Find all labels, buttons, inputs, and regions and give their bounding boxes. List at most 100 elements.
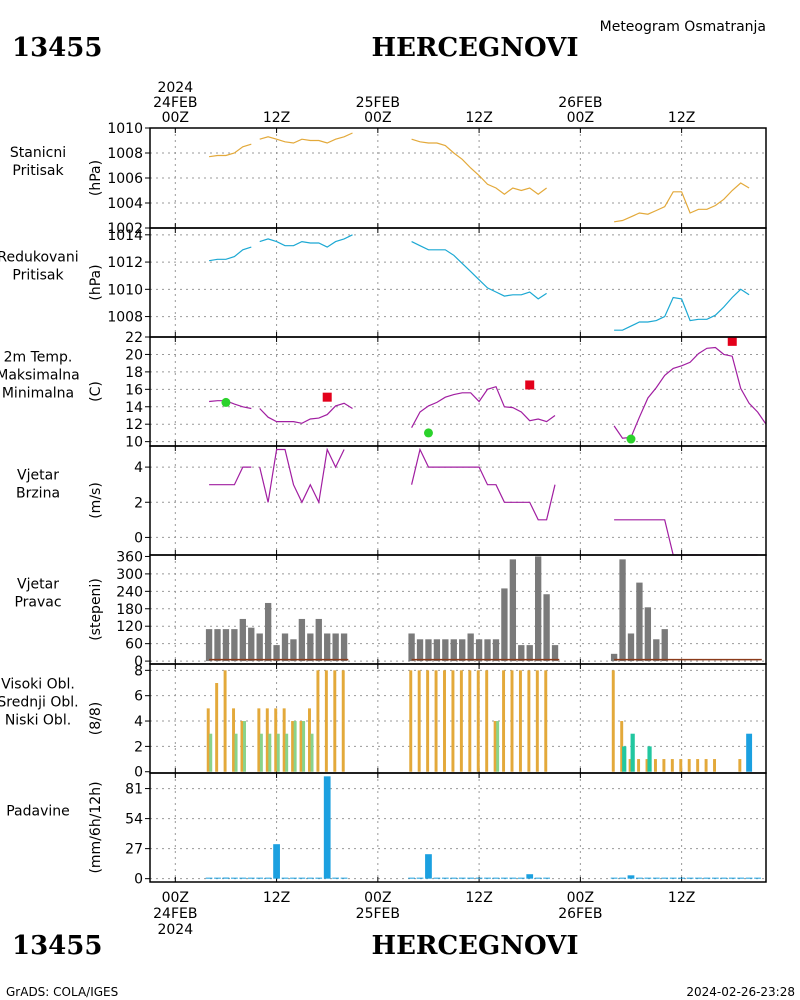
- data-bar: [518, 670, 522, 772]
- data-bar: [450, 639, 457, 662]
- data-bar: [291, 721, 295, 772]
- panel-label: 2m Temp.: [4, 350, 73, 366]
- data-bar: [293, 721, 297, 772]
- data-bar: [637, 759, 641, 772]
- trace-bar: [484, 877, 491, 879]
- data-bar: [234, 733, 238, 772]
- time-label-top: 24FEB: [153, 95, 197, 111]
- panel-label: Redukovani: [0, 250, 79, 266]
- series-line: [209, 466, 252, 486]
- data-bar: [206, 708, 210, 772]
- y-tick-label: 27: [125, 842, 143, 858]
- plot-area: 10021004100610081010(hPa)StanicniPritisa…: [0, 80, 767, 938]
- time-label-top: 2024: [157, 80, 193, 96]
- panel-wind_speed: 0 2 4 (m/s) Vjetar Brzina: [16, 445, 767, 556]
- y-axis-label: (hPa): [88, 264, 104, 300]
- y-tick-label: 16: [125, 382, 143, 398]
- station-id-top: 13455: [12, 33, 102, 63]
- series-line: [259, 447, 345, 505]
- trace-bar: [306, 877, 314, 879]
- data-bar: [215, 683, 219, 772]
- data-bar: [662, 759, 666, 772]
- data-bar: [611, 670, 615, 772]
- data-bar: [268, 733, 272, 772]
- trace-bar: [475, 877, 483, 879]
- y-tick-label: 6: [134, 689, 143, 705]
- data-bar: [442, 639, 449, 662]
- data-bar: [307, 633, 314, 662]
- trace-bar: [467, 877, 475, 879]
- y-tick-label: 12: [125, 417, 143, 433]
- data-bar: [333, 670, 337, 772]
- data-bar: [644, 607, 652, 662]
- trace-bar: [231, 877, 238, 879]
- series-line: [613, 346, 767, 439]
- y-tick-label: 0: [134, 530, 143, 546]
- data-bar: [496, 721, 500, 772]
- data-bar: [704, 759, 708, 772]
- data-bar: [443, 670, 446, 772]
- data-bar: [257, 708, 261, 772]
- station-name-top: HERCEGNOVI: [372, 33, 579, 63]
- trace-bar: [652, 877, 660, 879]
- trace-bar: [408, 877, 415, 879]
- data-bar: [302, 721, 306, 772]
- trace-bar: [669, 877, 677, 879]
- header-title: Meteogram Osmatranja: [600, 19, 766, 35]
- data-bar: [281, 633, 289, 662]
- series-line: [614, 288, 750, 331]
- data-bar: [323, 776, 331, 879]
- data-bar: [459, 670, 463, 772]
- series-line: [411, 241, 547, 300]
- panel-label: Srednji Obl.: [0, 695, 79, 711]
- data-bar: [636, 582, 643, 662]
- data-bar: [426, 670, 430, 772]
- data-bar: [622, 746, 627, 772]
- trace-bar: [492, 877, 500, 879]
- data-bar: [408, 633, 415, 662]
- trace-bar: [458, 877, 466, 879]
- y-tick-label: 8: [134, 663, 143, 679]
- data-bar: [653, 639, 660, 662]
- data-bar: [259, 733, 263, 772]
- panel-label: Minimalna: [2, 386, 74, 402]
- trace-bar: [720, 877, 728, 879]
- trace-bar: [661, 877, 669, 879]
- trace-bar: [711, 877, 719, 879]
- data-bar: [630, 733, 635, 772]
- data-bar: [535, 556, 542, 662]
- min-temp-marker: [626, 434, 636, 444]
- panel-frame: [149, 445, 767, 556]
- data-bar: [425, 639, 432, 662]
- data-bar: [713, 759, 717, 772]
- data-bar: [310, 733, 314, 772]
- panel-label: Pravac: [14, 595, 61, 611]
- y-tick-label: 81: [125, 782, 143, 798]
- data-bar: [661, 629, 668, 662]
- trace-bar: [340, 877, 348, 879]
- data-bar: [509, 559, 517, 662]
- data-bar: [738, 759, 742, 772]
- panel-reduced_pressure: 1008 1010 1012 1014 (hPa) Redukovani Pritisak: [0, 227, 767, 338]
- data-bar: [315, 618, 322, 662]
- data-bar: [679, 759, 683, 772]
- y-tick-label: 360: [116, 549, 143, 565]
- y-tick-label: 1014: [107, 228, 143, 244]
- y-tick-label: 60: [125, 637, 143, 653]
- y-tick-label: 240: [116, 584, 143, 600]
- trace-bar: [298, 877, 306, 879]
- y-tick-label: 1004: [107, 196, 143, 212]
- data-bar: [341, 670, 345, 772]
- trace-bar: [450, 877, 458, 879]
- data-bar: [285, 733, 289, 772]
- trace-bar: [703, 877, 711, 879]
- trace-bar: [281, 877, 289, 879]
- y-tick-label: 300: [116, 567, 143, 583]
- y-axis-label: (hPa): [88, 160, 104, 196]
- time-label-top: 12Z: [263, 110, 290, 126]
- data-bar: [232, 708, 236, 772]
- data-bar: [543, 594, 550, 662]
- panel-label: Stanicni: [10, 145, 66, 161]
- data-bar: [298, 618, 306, 662]
